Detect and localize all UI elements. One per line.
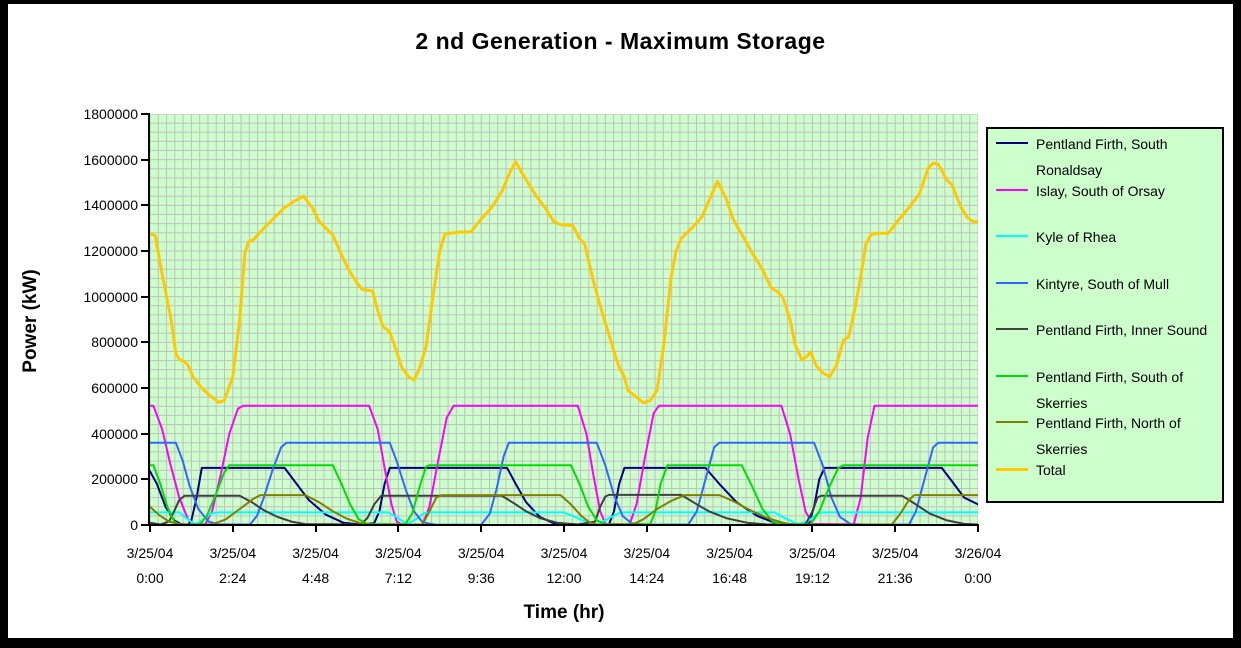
legend-label: Islay, South of Orsay xyxy=(1036,182,1165,199)
legend-entry: Pentland Firth, South Ronaldsay xyxy=(994,131,1218,183)
y-tick-mark xyxy=(141,387,149,389)
x-tick-mark xyxy=(894,526,897,532)
y-tick-mark xyxy=(141,204,149,207)
legend-line-swatch xyxy=(996,235,1028,237)
legend-entry: Total xyxy=(994,457,1218,483)
x-axis-line xyxy=(148,524,979,526)
x-tick-label: 3/25/04 19:12 xyxy=(789,545,836,586)
chart-title: 2 nd Generation - Maximum Storage xyxy=(415,28,826,54)
x-tick-mark xyxy=(397,526,400,532)
chart-canvas xyxy=(150,114,978,525)
y-tick-label: 1600000 xyxy=(83,151,138,168)
legend: Pentland Firth, South Ronaldsay Islay, So… xyxy=(986,127,1224,503)
x-tick-label: 3/25/04 7:12 xyxy=(375,545,422,586)
legend-entry: Pentland Firth, South of Skerries xyxy=(994,364,1218,416)
series-line xyxy=(150,494,978,525)
y-tick-mark xyxy=(141,113,149,115)
series-line xyxy=(150,464,978,525)
x-tick-mark xyxy=(231,526,234,532)
y-axis-line xyxy=(148,113,150,526)
x-tick-label: 3/26/04 0:00 xyxy=(954,545,1002,586)
x-tick-label: 3/25/04 4:48 xyxy=(292,545,339,586)
legend-line-swatch xyxy=(996,374,1028,377)
x-tick-mark xyxy=(728,526,731,532)
series-line xyxy=(150,160,978,405)
y-tick-label: 1800000 xyxy=(83,106,138,122)
legend-entry: Kintyre, South of Mull xyxy=(994,271,1218,297)
legend-entry: Pentland Firth, North of Skerries xyxy=(994,410,1218,462)
gridlines xyxy=(150,114,978,525)
y-tick-label: 1200000 xyxy=(83,243,138,259)
y-tick-mark xyxy=(141,478,149,481)
y-tick-mark xyxy=(141,432,149,435)
legend-line-swatch xyxy=(996,467,1028,471)
legend-line-swatch xyxy=(996,142,1028,144)
x-tick-mark xyxy=(563,526,565,532)
legend-line-swatch xyxy=(996,188,1028,191)
legend-line-swatch xyxy=(996,328,1028,330)
legend-line-swatch xyxy=(996,421,1028,423)
y-tick-mark xyxy=(141,341,149,344)
y-tick-mark xyxy=(141,250,149,252)
y-tick-label: 600000 xyxy=(91,380,138,396)
legend-label: Kintyre, South of Mull xyxy=(1036,275,1170,292)
x-tick-label: 3/25/04 12:00 xyxy=(540,545,588,586)
y-tick-label: 1400000 xyxy=(83,197,138,214)
y-tick-label: 400000 xyxy=(91,425,138,442)
legend-label: Pentland Firth, Inner Sound xyxy=(1036,322,1208,338)
series-line xyxy=(150,404,978,525)
legend-label: Kyle of Rhea xyxy=(1036,229,1117,245)
series-line xyxy=(150,441,978,525)
legend-label: Pentland Firth, South of Skerries xyxy=(1036,368,1184,411)
x-tick-mark xyxy=(480,526,483,532)
legend-line-swatch xyxy=(996,281,1028,284)
x-tick-mark xyxy=(645,526,648,532)
x-tick-label: 3/25/04 9:36 xyxy=(457,545,505,586)
legend-entry: Islay, South of Orsay xyxy=(994,178,1218,204)
plot-area xyxy=(150,114,978,525)
x-tick-label: 3/25/04 2:24 xyxy=(209,545,257,586)
y-tick-mark xyxy=(141,295,149,298)
x-tick-mark xyxy=(149,526,151,532)
x-tick-label: 3/25/04 21:36 xyxy=(871,545,919,586)
x-axis-title: Time (hr) xyxy=(523,602,605,623)
y-tick-label: 0 xyxy=(130,517,138,533)
x-tick-mark xyxy=(977,526,979,532)
x-tick-mark xyxy=(314,526,317,532)
y-tick-mark xyxy=(141,524,149,526)
y-tick-label: 200000 xyxy=(91,471,138,488)
legend-label: Total xyxy=(1036,461,1066,478)
x-tick-label: 3/25/04 0:00 xyxy=(126,545,174,586)
x-tick-mark xyxy=(811,526,814,532)
legend-entry: Kyle of Rhea xyxy=(994,224,1218,250)
y-tick-mark xyxy=(141,158,149,161)
legend-label: Pentland Firth, South Ronaldsay xyxy=(1036,136,1168,178)
y-tick-label: 800000 xyxy=(91,334,138,351)
x-tick-label: 3/25/04 14:24 xyxy=(623,545,671,586)
legend-entry: Pentland Firth, Inner Sound xyxy=(994,317,1218,343)
legend-label: Pentland Firth, North of Skerries xyxy=(1036,415,1181,457)
x-tick-label: 3/25/04 16:48 xyxy=(706,545,753,586)
y-tick-label: 1000000 xyxy=(83,288,138,305)
